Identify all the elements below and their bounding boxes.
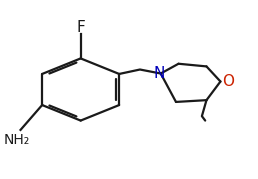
Text: NH₂: NH₂ (4, 133, 30, 147)
Text: F: F (76, 20, 85, 35)
Text: O: O (223, 74, 235, 89)
Text: N: N (154, 66, 165, 81)
